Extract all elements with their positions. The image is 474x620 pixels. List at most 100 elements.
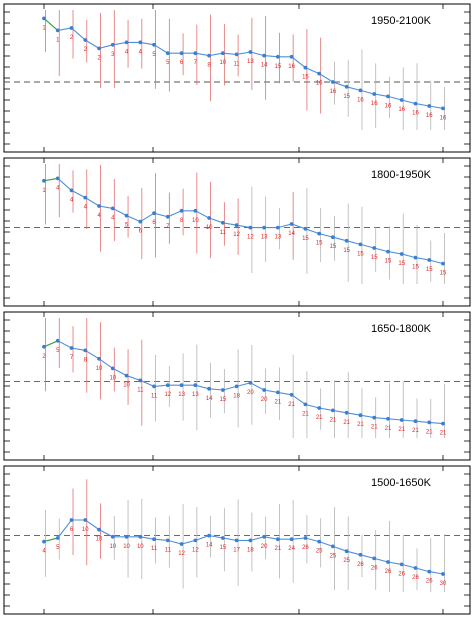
data-label: 21 — [357, 422, 364, 428]
data-label: 5 — [166, 60, 170, 66]
data-point — [193, 51, 198, 56]
data-label: 13 — [192, 392, 199, 398]
data-label: 1 — [56, 37, 60, 43]
data-point — [83, 195, 88, 200]
data-label: 8 — [180, 218, 184, 224]
data-label: 16 — [398, 107, 405, 113]
data-label: 10 — [123, 383, 130, 389]
data-label: 15 — [330, 244, 337, 250]
data-label: 4 — [139, 49, 143, 55]
data-point — [152, 42, 156, 47]
data-point — [441, 572, 445, 576]
data-point — [317, 231, 322, 236]
data-point — [262, 534, 267, 539]
data-label: 21 — [302, 411, 309, 417]
data-point — [262, 388, 267, 392]
data-point — [399, 418, 404, 422]
data-point — [69, 188, 74, 193]
data-label: 12 — [192, 547, 199, 553]
data-point — [386, 560, 390, 564]
data-label: 15 — [275, 64, 282, 70]
data-point — [165, 51, 170, 56]
data-point — [399, 562, 404, 567]
data-point — [110, 42, 115, 47]
data-label: 21 — [398, 427, 405, 433]
data-point — [303, 65, 308, 70]
data-point — [138, 534, 143, 539]
data-point — [42, 344, 46, 349]
data-point — [207, 533, 212, 538]
data-label: 16 — [440, 115, 447, 121]
series-line — [57, 27, 444, 109]
data-label: 1 — [42, 188, 46, 194]
data-label: 7 — [166, 224, 170, 230]
data-label: 15 — [302, 236, 309, 242]
data-label: 26 — [385, 569, 392, 575]
data-point — [234, 384, 239, 389]
data-point — [248, 225, 253, 230]
data-point — [69, 346, 74, 350]
data-point — [427, 420, 432, 425]
panel-title: 1650-1800K — [371, 323, 432, 335]
data-label: 13 — [261, 235, 268, 241]
data-label: 26 — [302, 545, 309, 551]
data-point — [152, 211, 156, 216]
data-point — [413, 255, 418, 260]
data-label: 8 — [207, 63, 211, 69]
data-point — [42, 539, 46, 544]
data-point — [124, 534, 129, 539]
data-point — [179, 51, 184, 56]
data-point — [234, 223, 239, 228]
data-point — [413, 419, 418, 424]
data-point — [303, 226, 308, 231]
data-label: 4 — [125, 49, 129, 55]
data-label: 6 — [139, 229, 143, 235]
data-label: 12 — [233, 232, 240, 238]
data-point — [207, 53, 212, 58]
data-label: 21 — [275, 546, 282, 552]
data-point — [289, 222, 294, 226]
data-label: 10 — [109, 375, 116, 381]
data-point — [248, 50, 253, 54]
data-point — [372, 556, 377, 561]
data-point — [289, 54, 294, 59]
data-point — [55, 338, 60, 343]
data-point — [317, 539, 322, 544]
data-point — [110, 366, 115, 371]
data-point — [275, 390, 280, 395]
data-label: 15 — [398, 261, 405, 267]
data-point — [317, 406, 322, 410]
series-line — [57, 177, 444, 265]
data-label: 21 — [440, 431, 447, 437]
data-label: 11 — [151, 393, 158, 399]
data-point — [358, 552, 363, 557]
data-label: 12 — [178, 551, 185, 557]
data-label: 10 — [137, 544, 144, 550]
data-label: 5 — [125, 223, 129, 229]
data-label: 11 — [220, 230, 227, 236]
data-label: 15 — [343, 248, 350, 254]
data-label: 6 — [70, 527, 74, 533]
data-label: 25 — [330, 553, 337, 559]
data-label: 2 — [70, 35, 74, 41]
data-point — [344, 410, 349, 415]
data-point — [220, 51, 225, 56]
data-label: 8 — [84, 357, 88, 363]
data-label: 21 — [371, 425, 378, 431]
data-label: 18 — [247, 547, 254, 553]
data-point — [248, 538, 253, 543]
data-point — [55, 28, 60, 33]
data-label: 1 — [42, 25, 46, 31]
data-point — [344, 238, 349, 243]
data-label: 15 — [426, 267, 433, 273]
data-point — [386, 416, 390, 421]
data-label: 16 — [357, 97, 364, 103]
data-label: 6 — [180, 60, 184, 66]
data-label: 3 — [111, 52, 115, 58]
data-label: 15 — [371, 255, 378, 261]
data-point — [427, 258, 432, 262]
panel-3: 2 5 7 8 10 10 10 11 11 12 13 13 14 15 18 20 20 21 21 21 21 21… — [3, 311, 471, 461]
data-label: 20 — [261, 397, 268, 403]
data-point — [97, 356, 101, 361]
data-label: 14 — [288, 231, 295, 237]
